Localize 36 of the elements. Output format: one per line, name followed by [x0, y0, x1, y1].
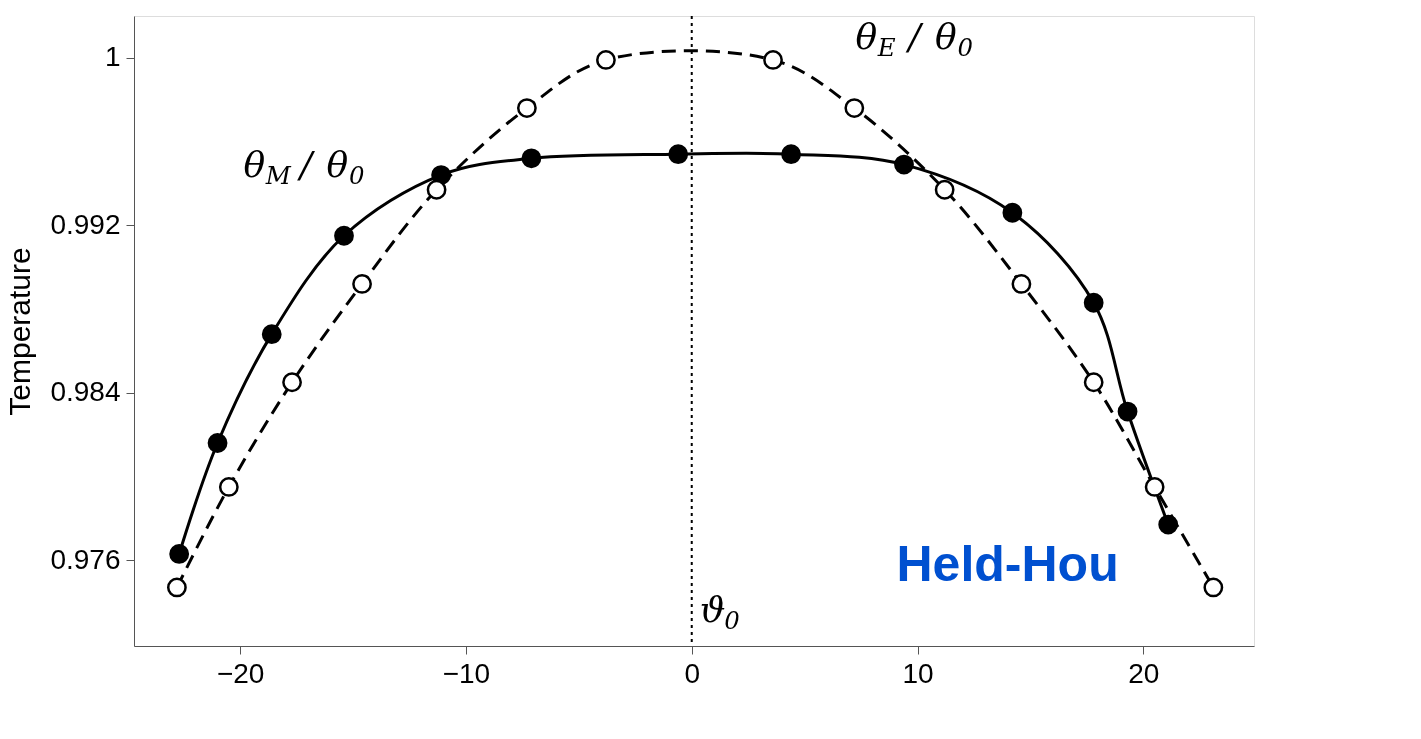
point: [781, 144, 802, 165]
point: [934, 179, 955, 200]
point: [352, 274, 372, 294]
point: [282, 372, 302, 393]
x-tick-label: −20: [216, 657, 265, 689]
point: [1002, 202, 1023, 223]
point: [1144, 477, 1165, 497]
point: [894, 154, 914, 175]
point: [668, 144, 689, 165]
point: [596, 50, 616, 70]
y-axis-title: Temperature: [3, 247, 37, 416]
point: [218, 477, 239, 497]
point: [1117, 401, 1138, 422]
x-tick-label: −10: [442, 657, 491, 689]
x-tick-label: 10: [902, 657, 934, 689]
annotation: Held-Hou: [896, 536, 1119, 592]
y-tick-label: 0.976: [50, 543, 121, 575]
x-tick-label: 20: [1128, 657, 1160, 689]
point: [207, 433, 228, 453]
y-tick-label: 0.992: [50, 208, 121, 240]
point: [763, 50, 783, 70]
y-tick-label: 0.984: [50, 376, 121, 408]
point: [426, 179, 447, 200]
y-tick-label: 1: [104, 41, 121, 73]
point: [1203, 577, 1224, 598]
point: [334, 225, 354, 246]
point: [1083, 292, 1104, 313]
point: [1083, 372, 1104, 393]
point: [166, 577, 187, 598]
point: [169, 544, 190, 564]
point: [844, 98, 865, 118]
x-tick-label: 0: [684, 657, 701, 689]
point: [1011, 274, 1032, 294]
point: [261, 324, 282, 345]
point: [521, 148, 542, 169]
point: [516, 98, 537, 118]
